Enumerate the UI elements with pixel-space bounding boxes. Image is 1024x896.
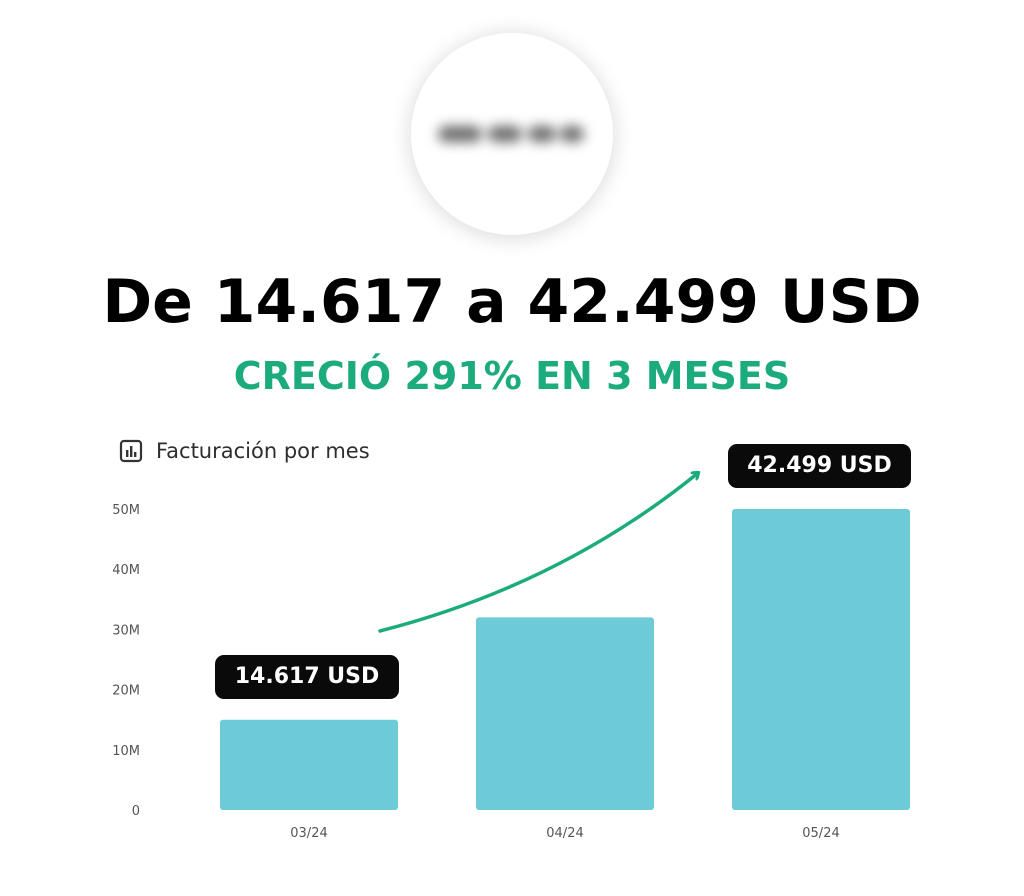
blurred-logo-text — [432, 118, 590, 150]
chart-title: Facturación por mes — [156, 439, 370, 463]
y-tick-label: 40M — [112, 563, 140, 578]
x-tick-label: 04/24 — [546, 826, 583, 841]
trend-arrow — [378, 473, 698, 633]
y-tick-label: 20M — [112, 684, 140, 699]
y-tick-label: 0 — [132, 804, 140, 819]
y-tick-label: 50M — [112, 503, 140, 518]
chart-header: Facturación por mes — [118, 434, 370, 468]
bar-03-24 — [220, 719, 398, 810]
subheadline: CRECIÓ 291% EN 3 MESES — [233, 354, 791, 398]
callout-first-value: 14.617 USD — [215, 655, 399, 699]
bar-04-24 — [476, 617, 654, 810]
y-tick-label: 10M — [112, 744, 140, 759]
callout-last-value: 42.499 USD — [728, 444, 911, 488]
x-tick-label: 03/24 — [290, 826, 327, 841]
x-tick-label: 05/24 — [802, 826, 839, 841]
y-tick-label: 30M — [112, 623, 140, 638]
bar-05-24 — [732, 509, 910, 810]
bar-chart: 0 10M 20M 30M 40M 50M 03/24 04/24 05/24 — [112, 420, 910, 841]
bar-chart-icon — [119, 439, 143, 463]
headline: De 14.617 a 42.499 USD — [102, 267, 922, 337]
